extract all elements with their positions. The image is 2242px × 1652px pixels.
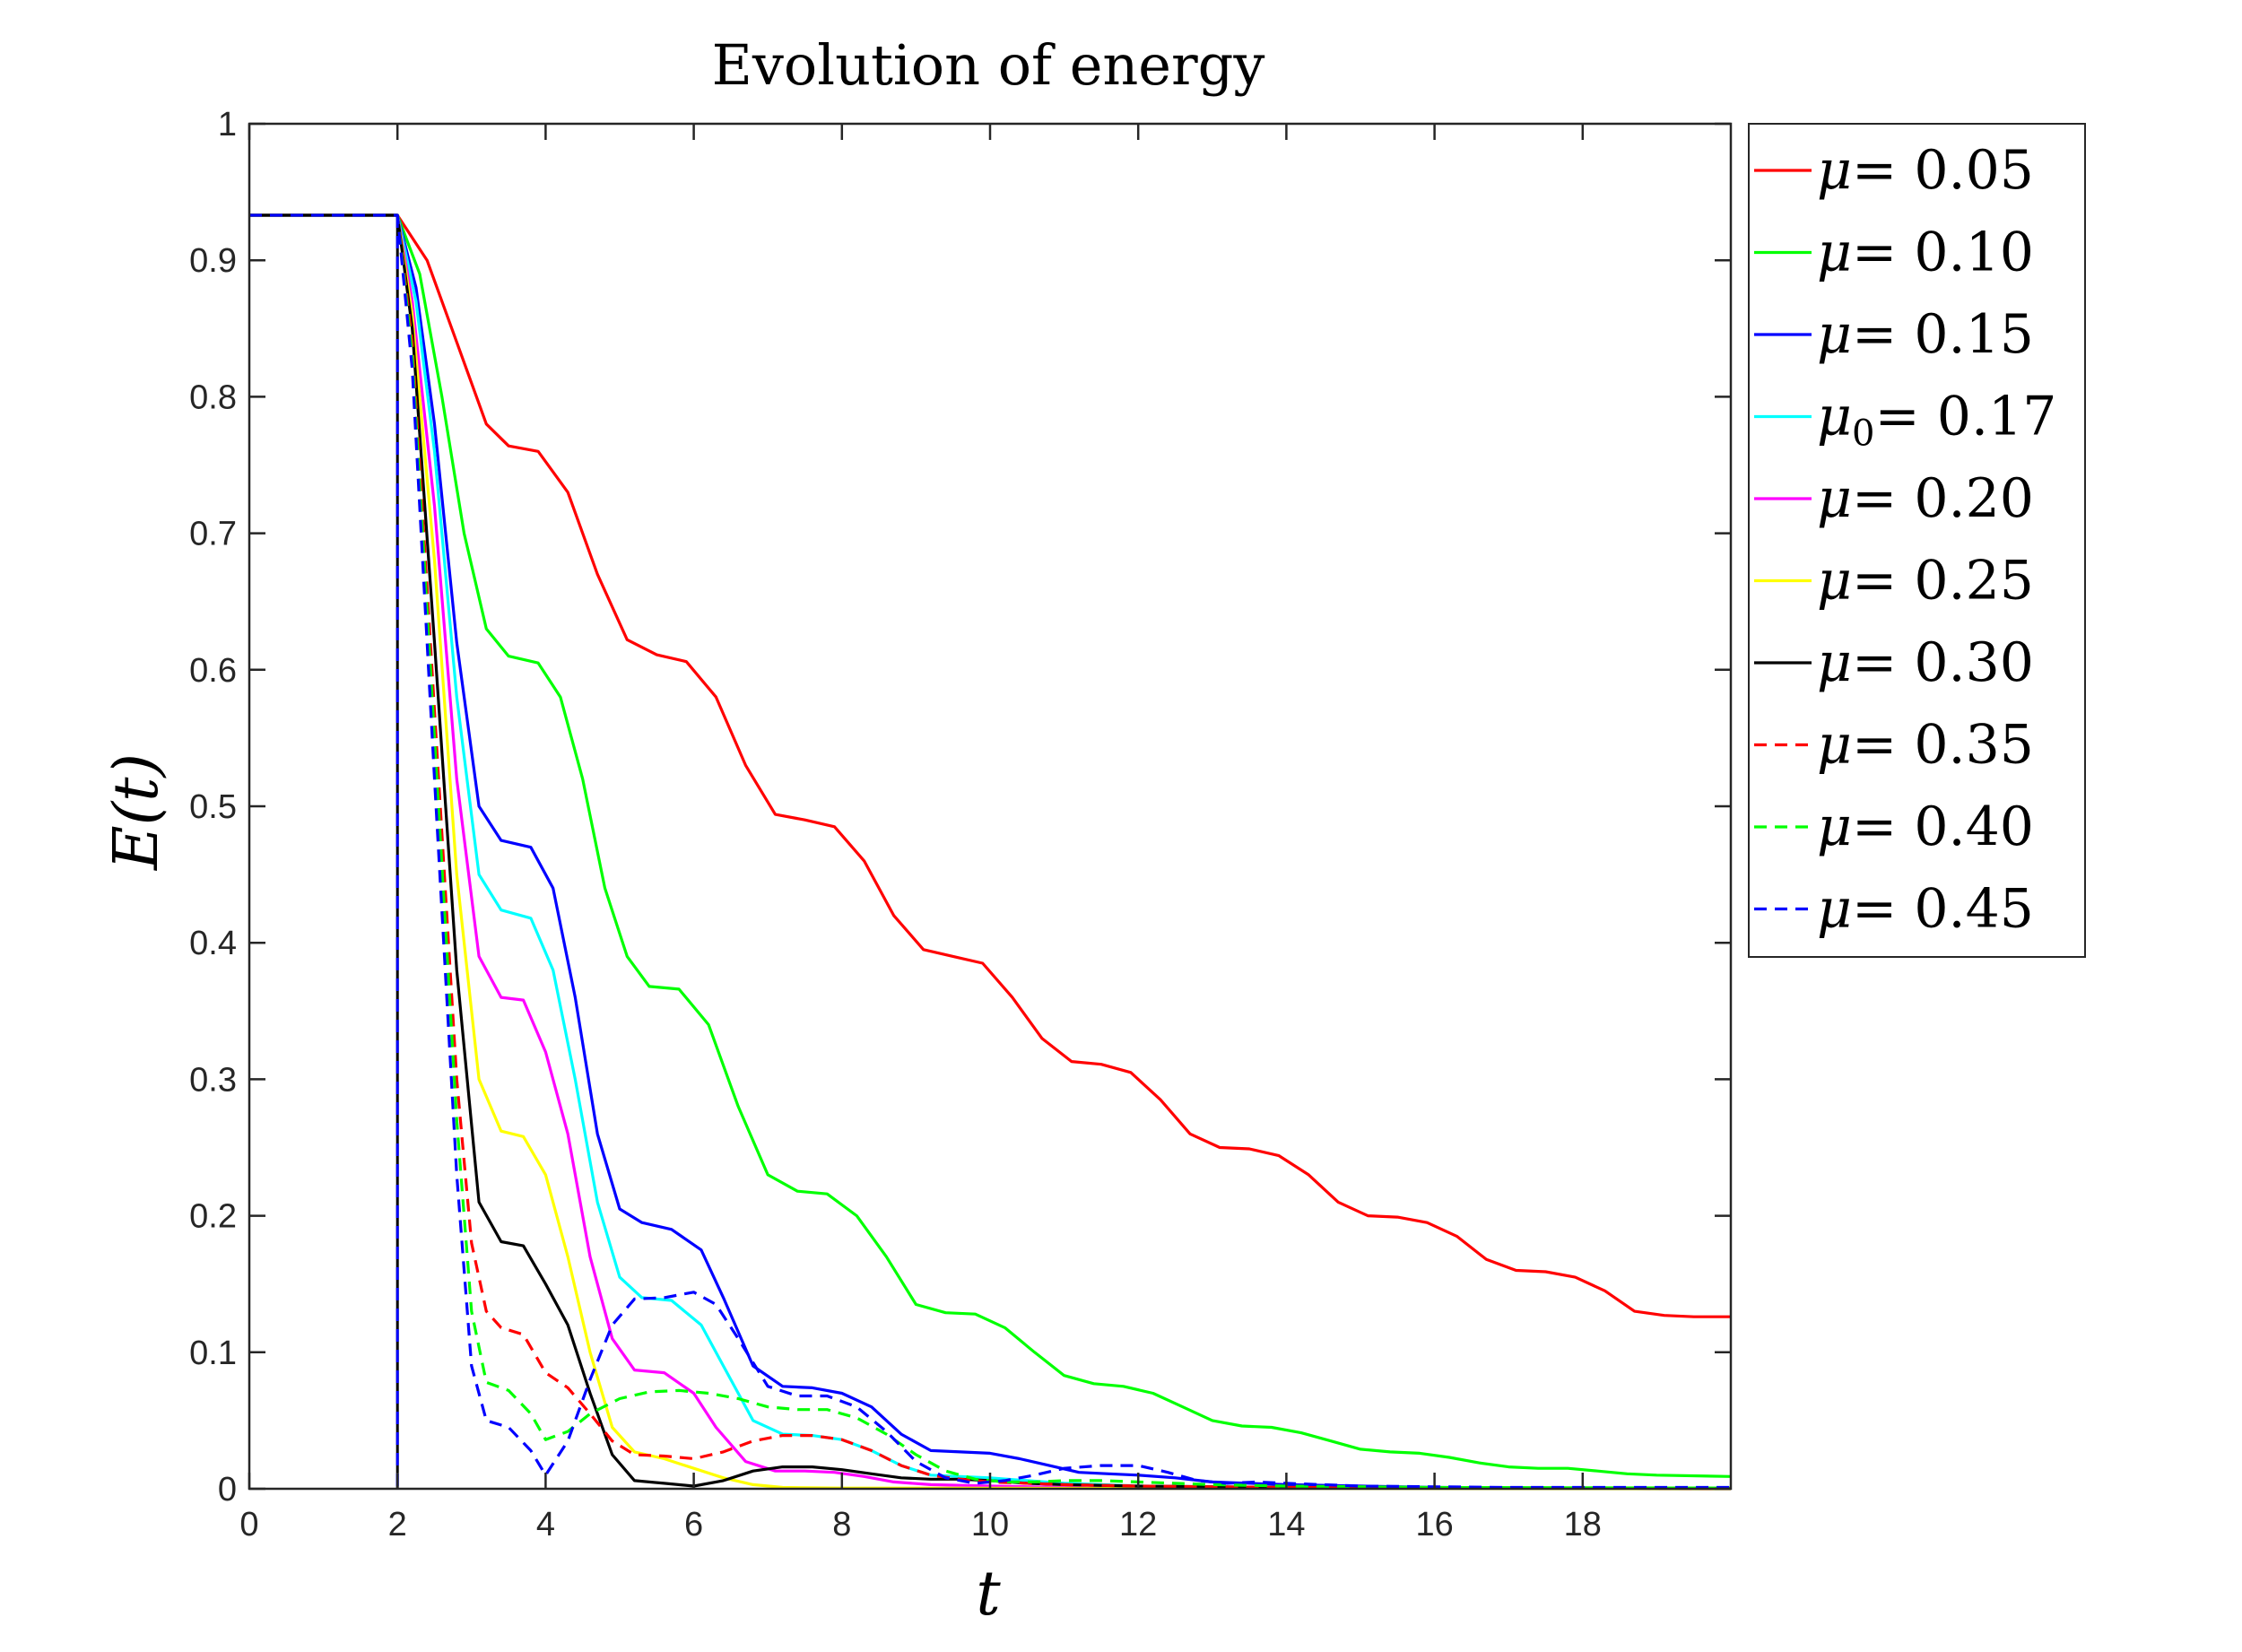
legend: μ= 0.05 μ= 0.10 μ= 0.15 μ0= 0.17 μ= 0.20 μ= 0… <box>1748 123 2086 958</box>
legend-label-2: μ= 0.10 <box>1817 222 2034 284</box>
legend-entry-7: μ= 0.30 <box>1754 631 2034 694</box>
series-group <box>249 213 1732 1491</box>
x-tick-label-1: 2 <box>388 1506 407 1543</box>
x-tick-label-2: 4 <box>536 1506 555 1543</box>
y-tick-label-5: 0.5 <box>189 788 237 826</box>
legend-label-3: μ= 0.15 <box>1817 303 2034 366</box>
x-tick-label-3: 6 <box>684 1506 703 1543</box>
y-tick-label-10: 1 <box>218 106 237 143</box>
y-tick-label-6: 0.6 <box>189 652 237 690</box>
legend-entry-2: μ= 0.10 <box>1754 222 2034 284</box>
legend-label-9: μ= 0.40 <box>1817 796 2034 858</box>
legend-entry-3: μ= 0.15 <box>1754 303 2034 366</box>
y-tick-label-3: 0.3 <box>189 1061 237 1099</box>
legend-entry-8: μ= 0.35 <box>1754 714 2034 777</box>
y-tick-label-4: 0.4 <box>189 925 237 962</box>
legend-entry-4: μ0= 0.17 <box>1754 386 2056 455</box>
legend-entry-5: μ= 0.20 <box>1754 467 2034 530</box>
x-tick-label-9: 18 <box>1564 1506 1602 1543</box>
legend-label-4: μ0= 0.17 <box>1817 386 2056 455</box>
legend-label-1: μ= 0.05 <box>1817 139 2034 202</box>
legend-box <box>1748 123 2086 958</box>
x-tick-label-7: 14 <box>1267 1506 1305 1543</box>
y-tick-label-8: 0.8 <box>189 378 237 416</box>
series-line-3 <box>249 213 1732 1491</box>
y-tick-label-9: 0.9 <box>189 242 237 280</box>
y-tick-label-0: 0 <box>218 1471 237 1509</box>
series-line-10 <box>249 213 1731 1490</box>
series-line-2 <box>249 213 1732 1478</box>
series-line-6 <box>249 213 1732 1491</box>
legend-label-5: μ= 0.20 <box>1817 467 2034 530</box>
series-line-1 <box>249 213 1731 1318</box>
x-tick-label-5: 10 <box>971 1506 1009 1543</box>
y-tick-label-7: 0.7 <box>189 516 237 553</box>
plot-area <box>249 124 1731 1489</box>
series-line-4 <box>249 213 1732 1491</box>
legend-label-8: μ= 0.35 <box>1817 714 2034 777</box>
x-axis-label: t <box>976 1559 1001 1630</box>
x-tick-label-6: 12 <box>1119 1506 1157 1543</box>
y-tick-label-1: 0.1 <box>189 1335 237 1372</box>
legend-entry-1: μ= 0.05 <box>1754 139 2034 202</box>
series-line-5 <box>249 213 1732 1491</box>
y-axis-label: E(t) <box>101 753 172 872</box>
plot-background <box>249 124 1731 1489</box>
y-tick-label-2: 0.2 <box>189 1198 237 1236</box>
chart-title: Evolution of energy <box>712 32 1265 98</box>
legend-label-10: μ= 0.45 <box>1817 878 2034 941</box>
series-line-9 <box>249 213 1732 1490</box>
x-tick-label-4: 8 <box>832 1506 851 1543</box>
legend-entry-10: μ= 0.45 <box>1754 878 2034 941</box>
axes-group: 0 2 4 6 8 10 12 14 16 18 0 0.1 0.2 0.3 0.4 0.5 0.6 0.7 0.8… <box>189 106 1733 1543</box>
legend-entry-9: μ= 0.40 <box>1754 796 2034 858</box>
x-tick-label-0: 0 <box>239 1506 258 1543</box>
series-line-8 <box>249 213 1732 1491</box>
legend-label-6: μ= 0.25 <box>1817 550 2034 613</box>
legend-label-7: μ= 0.30 <box>1817 631 2034 694</box>
x-tick-label-8: 16 <box>1415 1506 1453 1543</box>
legend-entry-6: μ= 0.25 <box>1754 550 2034 613</box>
